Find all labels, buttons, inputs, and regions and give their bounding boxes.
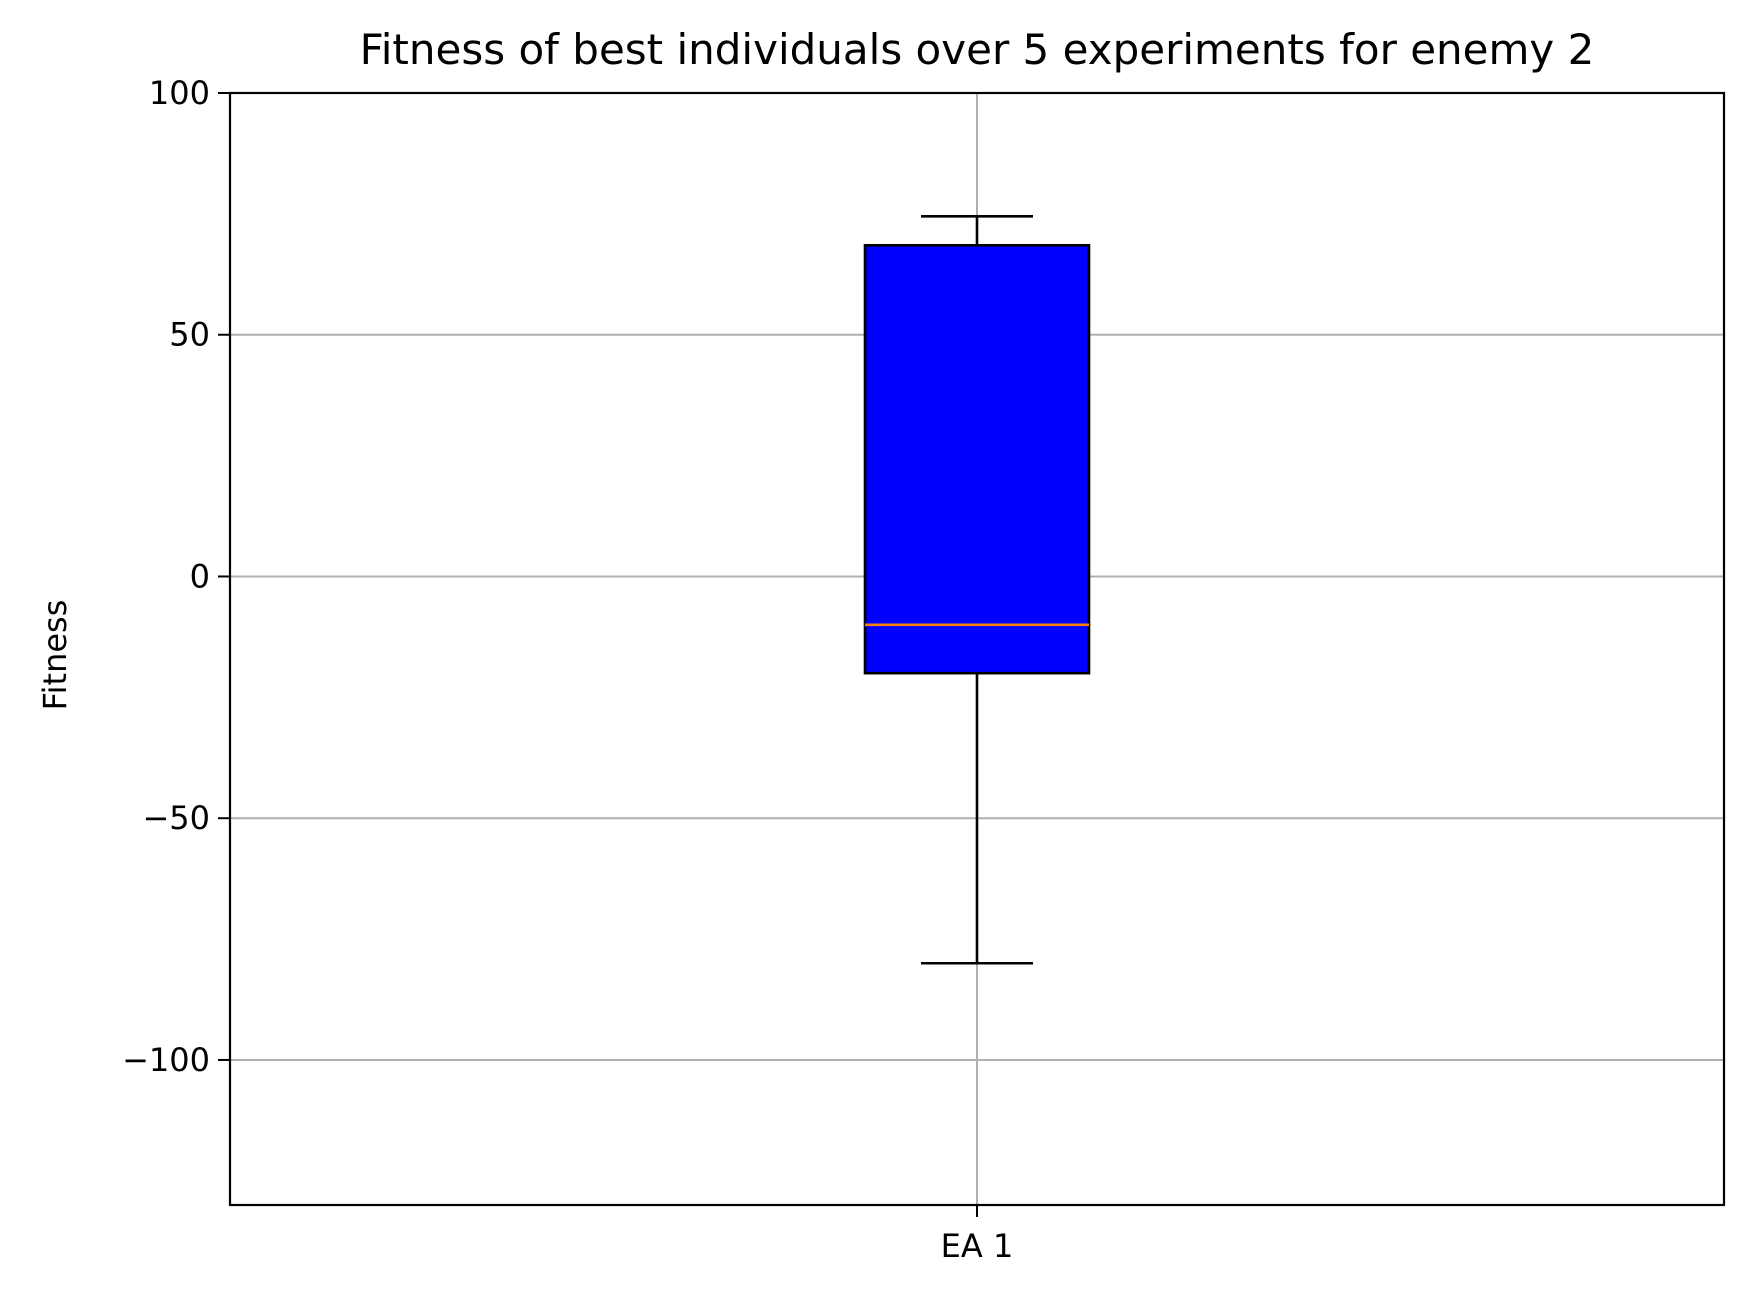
y-tick-label: 50 bbox=[169, 316, 210, 354]
boxes-layer bbox=[863, 214, 1091, 965]
axis-ticks: 100 50 0 −50 −100 EA 1 bbox=[122, 74, 1013, 1265]
y-tick-label: 0 bbox=[190, 557, 210, 595]
interquartile-box bbox=[863, 243, 1091, 675]
y-tick-label: 100 bbox=[149, 74, 210, 112]
x-tick-label: EA 1 bbox=[941, 1227, 1014, 1265]
y-tick-label: −50 bbox=[142, 799, 210, 837]
y-axis-label: Fitness bbox=[36, 600, 74, 711]
chart-title: Fitness of best individuals over 5 exper… bbox=[360, 25, 1595, 74]
y-tick-label: −100 bbox=[122, 1041, 210, 1079]
